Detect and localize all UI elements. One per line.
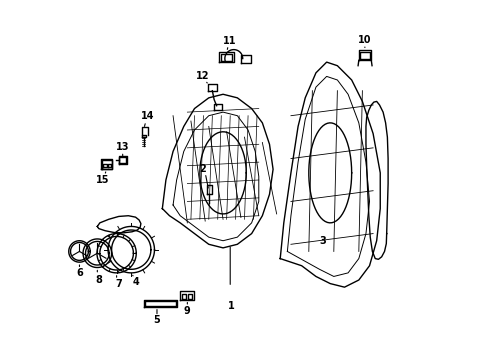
Text: 8: 8 [95, 275, 102, 285]
Text: 14: 14 [140, 111, 154, 121]
Text: 2: 2 [199, 164, 206, 174]
Text: 4: 4 [132, 277, 139, 287]
Text: 15: 15 [95, 175, 109, 185]
Text: 3: 3 [319, 236, 326, 246]
Text: 6: 6 [76, 268, 82, 278]
Text: 9: 9 [183, 306, 190, 316]
Text: 13: 13 [116, 142, 129, 152]
Text: 1: 1 [227, 301, 234, 311]
Text: 12: 12 [196, 71, 209, 81]
Text: 5: 5 [153, 315, 160, 325]
Text: 11: 11 [223, 36, 236, 46]
Text: 10: 10 [357, 35, 371, 45]
Text: 7: 7 [115, 279, 122, 289]
